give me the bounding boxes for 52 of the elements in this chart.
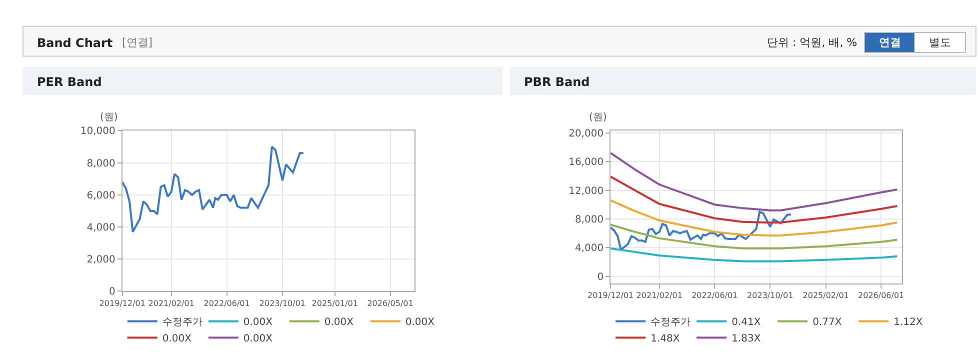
- x-tick-label: 2022/06/01: [204, 298, 250, 308]
- line-series: [610, 210, 792, 251]
- legend-label: 수정주가: [650, 317, 691, 328]
- y-tick-label: 6,000: [86, 190, 116, 202]
- text: 연결: [879, 36, 901, 49]
- y-tick-label: 12,000: [568, 186, 604, 197]
- legend-label: 0.00X: [324, 317, 354, 328]
- legend-label: 1.83X: [732, 334, 761, 345]
- x-tick-label: 2022/06/01: [692, 291, 738, 300]
- legend-label: 1.12X: [894, 317, 923, 328]
- legend-label: 0.77X: [812, 317, 842, 328]
- y-tick-label: 4,000: [574, 243, 604, 254]
- y-axis-title: (원): [100, 112, 118, 123]
- text: 단위 : 억원, 배, %: [767, 36, 858, 49]
- line-series: [610, 152, 898, 212]
- y-tick-label: 0: [109, 286, 116, 298]
- x-tick-label: 2025/01/01: [312, 298, 358, 308]
- legend-label: 0.41X: [732, 317, 761, 328]
- x-tick-label: 2021/02/01: [636, 291, 682, 300]
- line-series: [610, 176, 898, 224]
- chart-title: PER Band: [37, 75, 102, 89]
- x-tick-label: 2021/02/01: [148, 298, 194, 308]
- text: [연결]: [122, 36, 153, 49]
- x-tick-label: 2025/02/01: [802, 291, 849, 300]
- legend-label: 0.00X: [243, 334, 273, 345]
- legend-label: 0.00X: [243, 317, 273, 328]
- legend-label: 0.00X: [162, 334, 192, 345]
- y-tick-label: 2,000: [86, 254, 116, 266]
- y-axis-title: (원): [589, 112, 607, 123]
- y-tick-label: 10,000: [80, 126, 116, 138]
- y-tick-label: 4,000: [86, 222, 116, 234]
- x-tick-label: 2023/10/01: [747, 291, 794, 300]
- x-tick-label: 2026/06/01: [858, 291, 904, 300]
- y-tick-label: 0: [597, 272, 604, 283]
- x-tick-label: 2026/05/01: [367, 298, 414, 308]
- legend-label: 0.00X: [405, 317, 435, 328]
- legend-label: 1.48X: [650, 334, 680, 345]
- y-tick-label: 8,000: [86, 158, 116, 170]
- y-tick-label: 16,000: [568, 157, 604, 168]
- x-tick-label: 2019/12/01: [588, 291, 634, 300]
- y-tick-label: 20,000: [568, 128, 604, 140]
- legend-label: 수정주가: [162, 317, 202, 328]
- chart-title: PBR Band: [524, 75, 590, 89]
- text: 별도: [929, 36, 951, 49]
- y-tick-label: 8,000: [574, 214, 604, 226]
- text: Band Chart: [37, 36, 113, 50]
- line-series: [122, 146, 304, 233]
- line-series: [610, 224, 898, 250]
- x-tick-label: 2023/10/01: [259, 298, 306, 308]
- x-tick-label: 2019/12/01: [99, 298, 146, 308]
- line-series: [610, 199, 898, 236]
- line-series: [610, 247, 898, 262]
